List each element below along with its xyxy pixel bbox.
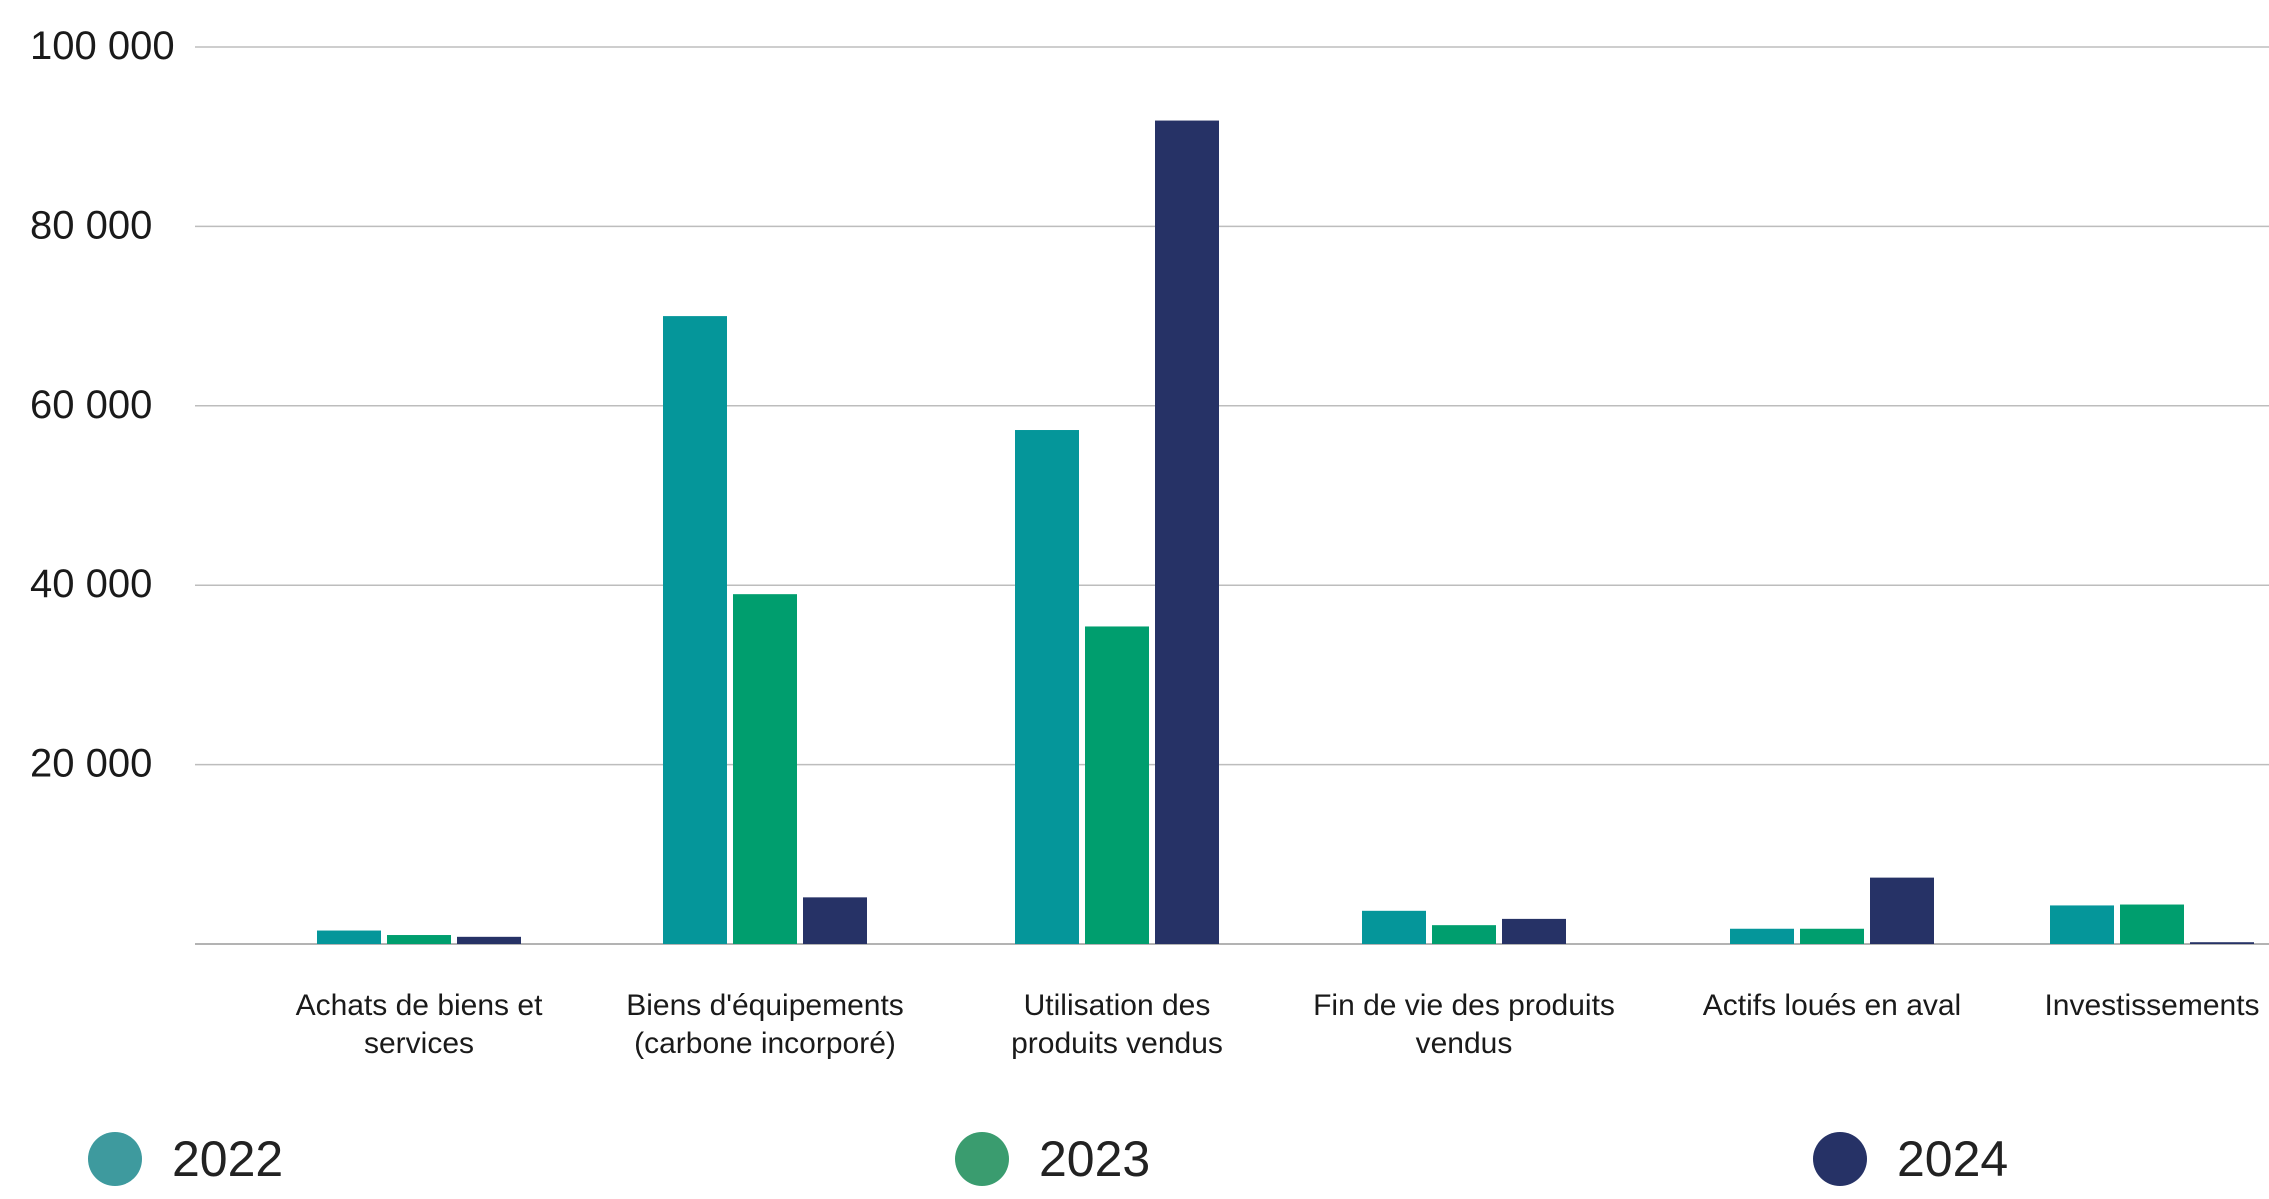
x-tick-label-0: Achats de biens et services xyxy=(296,989,543,1060)
bar-2023-3 xyxy=(1432,925,1496,944)
bar-2024-3 xyxy=(1502,918,1566,944)
x-tick-label-4: Actifs loués en aval xyxy=(1703,989,1961,1022)
legend-label-2023: 2023 xyxy=(1039,1131,1151,1187)
y-tick-label-0: 100 000 xyxy=(30,24,175,68)
y-tick-label-4: 20 000 xyxy=(30,742,152,786)
bar-2022-2 xyxy=(1015,430,1079,944)
legend-item-2022: 2022 xyxy=(88,1130,283,1188)
legend-item-2024: 2024 xyxy=(1813,1130,2008,1188)
legend-label-2022: 2022 xyxy=(172,1131,284,1187)
bar-2024-4 xyxy=(1870,877,1934,944)
x-tick-label-2: Utilisation des produits vendus xyxy=(1011,989,1223,1060)
bar-2022-3 xyxy=(1362,910,1426,944)
gridlines xyxy=(195,46,2269,945)
bar-2022-4 xyxy=(1730,928,1794,944)
bar-2024-5 xyxy=(2190,942,2254,944)
legend-swatch-2023 xyxy=(955,1132,1009,1186)
bar-2023-5 xyxy=(2120,904,2184,944)
bar-2022-0 xyxy=(317,930,381,944)
x-tick-label-1: Biens d'équipements (carbone incorporé) xyxy=(626,989,904,1060)
bar-2023-0 xyxy=(387,935,451,944)
y-axis-ticks: 100 000 80 000 60 000 40 000 20 000 xyxy=(30,24,175,786)
bars xyxy=(317,120,2254,945)
bar-2023-1 xyxy=(733,594,797,944)
bar-2023-2 xyxy=(1085,626,1149,944)
y-tick-label-2: 60 000 xyxy=(30,383,152,427)
bar-2024-1 xyxy=(803,897,867,944)
y-tick-label-3: 40 000 xyxy=(30,562,152,606)
bar-2022-5 xyxy=(2050,905,2114,944)
legend-label-2024: 2024 xyxy=(1897,1131,2009,1187)
bar-2023-4 xyxy=(1800,928,1864,944)
bar-2024-2 xyxy=(1155,120,1219,944)
legend-item-2023: 2023 xyxy=(955,1130,1150,1188)
legend-swatch-2024 xyxy=(1813,1132,1867,1186)
y-tick-label-1: 80 000 xyxy=(30,203,152,247)
bar-2024-0 xyxy=(457,936,521,944)
x-tick-label-5: Investissements xyxy=(2044,989,2259,1022)
x-axis-ticks: Achats de biens et services Biens d'équipe… xyxy=(296,989,2260,1060)
bar-2022-1 xyxy=(663,316,727,945)
x-tick-label-3: Fin de vie des produits vendus xyxy=(1313,989,1615,1060)
legend: 2022 2023 2024 xyxy=(0,1130,2269,1199)
legend-swatch-2022 xyxy=(88,1132,142,1186)
